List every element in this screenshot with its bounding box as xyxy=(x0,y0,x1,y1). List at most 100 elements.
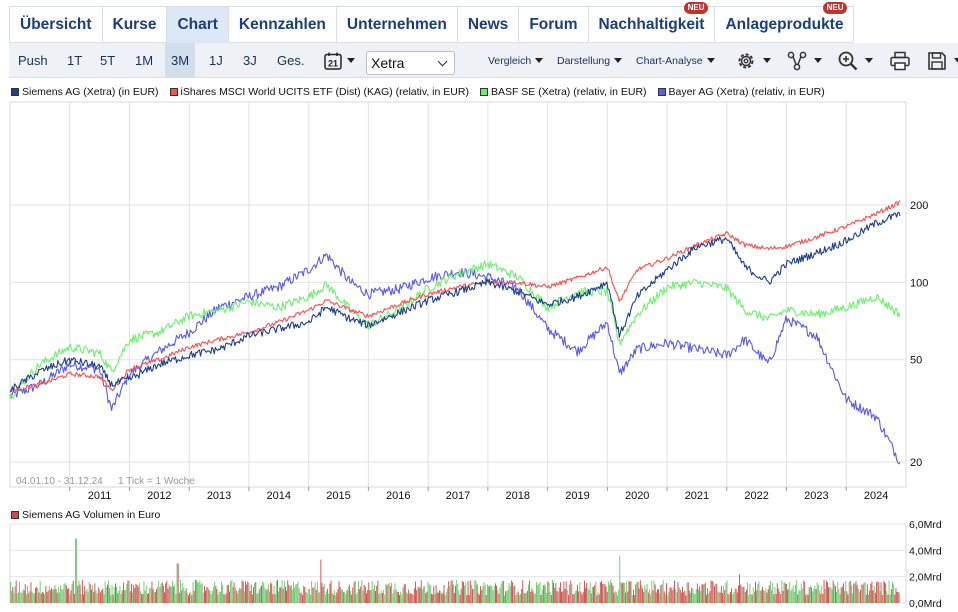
volume-bar xyxy=(231,580,233,603)
compare-menu[interactable]: Vergleich xyxy=(488,43,544,78)
volume-bar xyxy=(488,585,489,603)
volume-bar xyxy=(393,589,395,603)
volume-bar xyxy=(805,594,807,603)
caret-down-icon[interactable] xyxy=(865,58,873,63)
volume-bar xyxy=(680,592,682,603)
range-5t-button[interactable]: 5T xyxy=(100,53,116,68)
volume-bar xyxy=(455,585,456,603)
range-1j-button[interactable]: 1J xyxy=(209,53,223,68)
volume-bar xyxy=(263,582,265,603)
tab-chart[interactable]: Chart xyxy=(167,7,229,43)
volume-bar xyxy=(57,587,59,603)
exchange-select[interactable]: Xetra xyxy=(366,51,455,75)
tab-news[interactable]: News xyxy=(457,7,520,43)
volume-bar xyxy=(588,590,590,603)
range-3m-button[interactable]: 3M xyxy=(165,43,196,78)
volume-bar xyxy=(820,593,822,603)
caret-down-icon[interactable] xyxy=(814,58,822,63)
volume-bar xyxy=(765,588,767,603)
volume-bar xyxy=(255,582,257,603)
volume-bar xyxy=(823,579,825,603)
volume-bar xyxy=(21,592,23,603)
tab-kurse[interactable]: Kurse xyxy=(102,7,168,43)
volume-bar xyxy=(709,591,711,603)
volume-bar xyxy=(210,594,212,603)
volume-bar xyxy=(646,584,648,603)
volume-bar xyxy=(484,585,486,603)
volume-bar xyxy=(799,590,801,603)
save-button[interactable] xyxy=(926,50,948,72)
share-button[interactable] xyxy=(786,50,808,72)
tab-kennzahlen[interactable]: Kennzahlen xyxy=(228,7,337,43)
range-ges-button[interactable]: Ges. xyxy=(277,53,305,68)
volume-bar xyxy=(322,586,324,603)
legend-item-basf[interactable]: BASF SE (Xetra) (relativ, in EUR) xyxy=(479,86,647,98)
volume-bar xyxy=(337,589,339,603)
tab-uebersicht[interactable]: Übersicht xyxy=(10,7,103,43)
range-1m-button[interactable]: 1M xyxy=(135,53,154,68)
volume-bar xyxy=(445,592,447,603)
display-menu[interactable]: Darstellung xyxy=(557,43,623,78)
volume-bar xyxy=(354,581,356,603)
volume-bar xyxy=(698,589,699,603)
volume-bar xyxy=(12,586,14,603)
tab-anlageprodukte[interactable]: Anlageprodukte NEU xyxy=(715,2,855,43)
tab-unternehmen[interactable]: Unternehmen xyxy=(336,7,458,43)
legend-item-ishares[interactable]: iShares MSCI World UCITS ETF (Dist) (KAG… xyxy=(169,86,469,98)
volume-bar xyxy=(162,585,164,603)
volume-bar xyxy=(141,593,143,603)
compare-label: Vergleich xyxy=(488,54,532,67)
range-3j-button[interactable]: 3J xyxy=(243,53,257,68)
legend-item-bayer[interactable]: Bayer AG (Xetra) (relativ, in EUR) xyxy=(657,86,825,98)
volume-bar xyxy=(283,581,285,603)
volume-bar xyxy=(723,586,725,603)
calendar-button[interactable]: 21 xyxy=(323,43,355,78)
push-button[interactable]: Push xyxy=(18,53,48,68)
volume-bar xyxy=(864,582,866,603)
volume-bar xyxy=(431,593,432,603)
volume-bar xyxy=(323,583,325,603)
volume-bar xyxy=(192,581,194,603)
volume-bar xyxy=(229,591,230,603)
volume-bar xyxy=(609,584,610,603)
volume-bar xyxy=(391,582,392,603)
volume-bar xyxy=(692,588,694,603)
volume-bar xyxy=(464,585,465,603)
caret-down-icon[interactable] xyxy=(763,58,771,63)
volume-bar xyxy=(661,584,663,603)
volume-bar xyxy=(542,585,544,603)
volume-bar xyxy=(427,581,429,603)
volume-bar xyxy=(655,592,657,603)
volume-bar xyxy=(172,580,173,603)
volume-bar xyxy=(841,586,843,603)
volume-bar xyxy=(456,580,458,603)
tab-forum[interactable]: Forum xyxy=(519,7,589,43)
chart-analysis-menu[interactable]: Chart-Analyse xyxy=(636,43,715,78)
print-button[interactable] xyxy=(889,50,911,72)
tab-nachhaltigkeit[interactable]: Nachhaltigkeit NEU xyxy=(588,2,716,43)
caret-down-icon[interactable] xyxy=(954,58,958,63)
volume-bar xyxy=(161,582,163,603)
volume-bar xyxy=(362,590,364,603)
volume-bar xyxy=(893,584,895,603)
volume-bar xyxy=(81,579,83,603)
volume-bar xyxy=(418,587,420,603)
volume-bar xyxy=(768,585,770,603)
volume-bar xyxy=(702,584,704,603)
tab-label: Übersicht xyxy=(20,15,92,33)
volume-bar xyxy=(129,591,131,603)
range-1t-button[interactable]: 1T xyxy=(67,53,83,68)
volume-bar xyxy=(688,590,690,603)
volume-bar xyxy=(314,582,316,603)
volume-bar xyxy=(271,583,273,603)
volume-bar xyxy=(547,581,549,603)
new-badge: NEU xyxy=(822,2,848,14)
volume-bar xyxy=(435,585,437,603)
settings-button[interactable] xyxy=(735,50,757,72)
legend-item-siemens[interactable]: Siemens AG (Xetra) (in EUR) xyxy=(11,86,159,98)
volume-bar xyxy=(877,581,879,603)
volume-bar xyxy=(493,585,495,603)
volume-bar xyxy=(253,586,254,603)
zoom-button[interactable] xyxy=(837,50,859,72)
